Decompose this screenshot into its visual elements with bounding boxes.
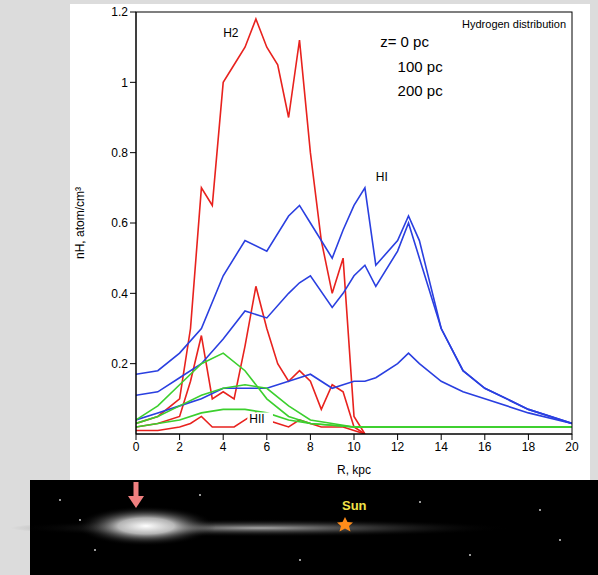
svg-text:Sun: Sun <box>342 498 367 513</box>
svg-text:0.6: 0.6 <box>111 216 128 230</box>
svg-text:200 pc: 200 pc <box>398 82 444 99</box>
svg-text:nH, atom/cm³: nH, atom/cm³ <box>73 187 87 259</box>
svg-text:10: 10 <box>347 440 361 454</box>
svg-text:14: 14 <box>435 440 449 454</box>
svg-text:8: 8 <box>307 440 314 454</box>
svg-text:1.2: 1.2 <box>111 5 128 19</box>
svg-text:Hydrogen distribution: Hydrogen distribution <box>462 18 566 30</box>
svg-text:z= 0 pc: z= 0 pc <box>380 33 429 50</box>
svg-text:HII: HII <box>249 412 264 426</box>
svg-text:1: 1 <box>121 76 128 90</box>
svg-text:20: 20 <box>565 440 579 454</box>
svg-text:HI: HI <box>376 170 388 184</box>
svg-text:12: 12 <box>391 440 405 454</box>
svg-text:16: 16 <box>478 440 492 454</box>
svg-text:R, kpc: R, kpc <box>337 463 371 477</box>
svg-text:0.4: 0.4 <box>111 287 128 301</box>
svg-text:100 pc: 100 pc <box>398 58 444 75</box>
svg-text:H2: H2 <box>223 26 239 40</box>
svg-text:6: 6 <box>263 440 270 454</box>
svg-text:0.2: 0.2 <box>111 357 128 371</box>
svg-text:0: 0 <box>133 440 140 454</box>
svg-text:18: 18 <box>522 440 536 454</box>
svg-text:0.8: 0.8 <box>111 146 128 160</box>
svg-text:4: 4 <box>220 440 227 454</box>
svg-text:2: 2 <box>176 440 183 454</box>
